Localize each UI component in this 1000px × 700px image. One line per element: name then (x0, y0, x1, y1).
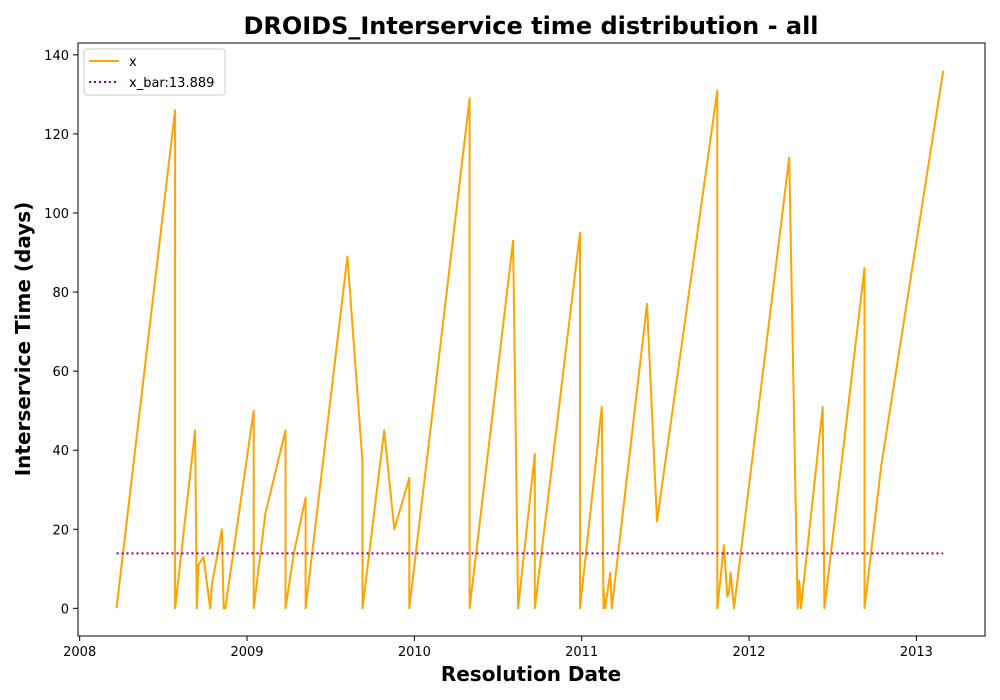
y-tick-label: 20 (52, 523, 69, 538)
y-tick-label: 120 (44, 128, 69, 143)
y-tick-label: 100 (44, 207, 69, 222)
y-tick-label: 140 (44, 49, 69, 64)
legend: x x_bar:13.889 (83, 48, 226, 96)
y-tick-label: 60 (52, 365, 69, 380)
series-line-x (115, 70, 945, 610)
x-tick-label: 2013 (900, 645, 933, 660)
x-tick-label: 2012 (732, 645, 765, 660)
chart-title: DROIDS_Interservice time distribution - … (243, 12, 818, 40)
x-tick-label: 2009 (230, 645, 263, 660)
axes-frame (77, 42, 986, 637)
legend-label-x: x (129, 55, 137, 70)
y-axis-label: Interservice Time (days) (11, 202, 35, 477)
y-tick-label: 40 (52, 444, 69, 459)
x-axis-label: Resolution Date (441, 662, 621, 686)
x-tick-label: 2011 (565, 645, 598, 660)
x-tick-label: 2008 (63, 645, 96, 660)
y-tick-label: 80 (52, 286, 69, 301)
legend-label-x-bar: x_bar:13.889 (129, 76, 214, 91)
plot-area: 2008 2009 2010 2011 2012 2013 0 20 40 60 80 100 120 1… (44, 42, 986, 660)
x-tick-label: 2010 (398, 645, 431, 660)
y-tick-label: 0 (61, 602, 69, 617)
legend-frame (83, 48, 226, 96)
